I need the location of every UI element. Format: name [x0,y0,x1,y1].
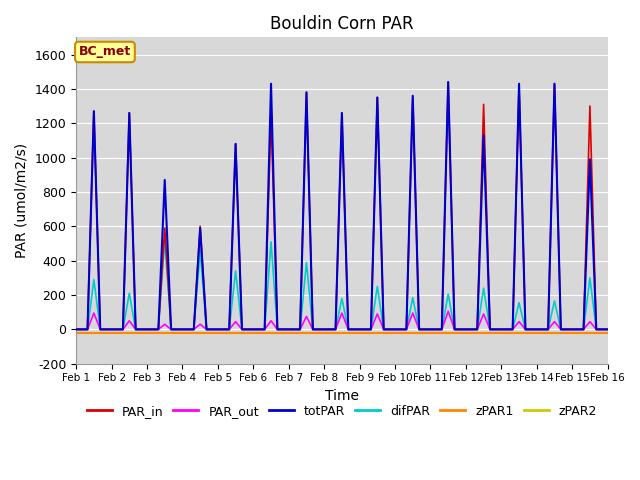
Title: Bouldin Corn PAR: Bouldin Corn PAR [270,15,413,33]
Text: BC_met: BC_met [79,46,131,59]
Y-axis label: PAR (umol/m2/s): PAR (umol/m2/s) [15,143,29,258]
Legend: PAR_in, PAR_out, totPAR, difPAR, zPAR1, zPAR2: PAR_in, PAR_out, totPAR, difPAR, zPAR1, … [82,400,602,423]
X-axis label: Time: Time [325,389,359,403]
